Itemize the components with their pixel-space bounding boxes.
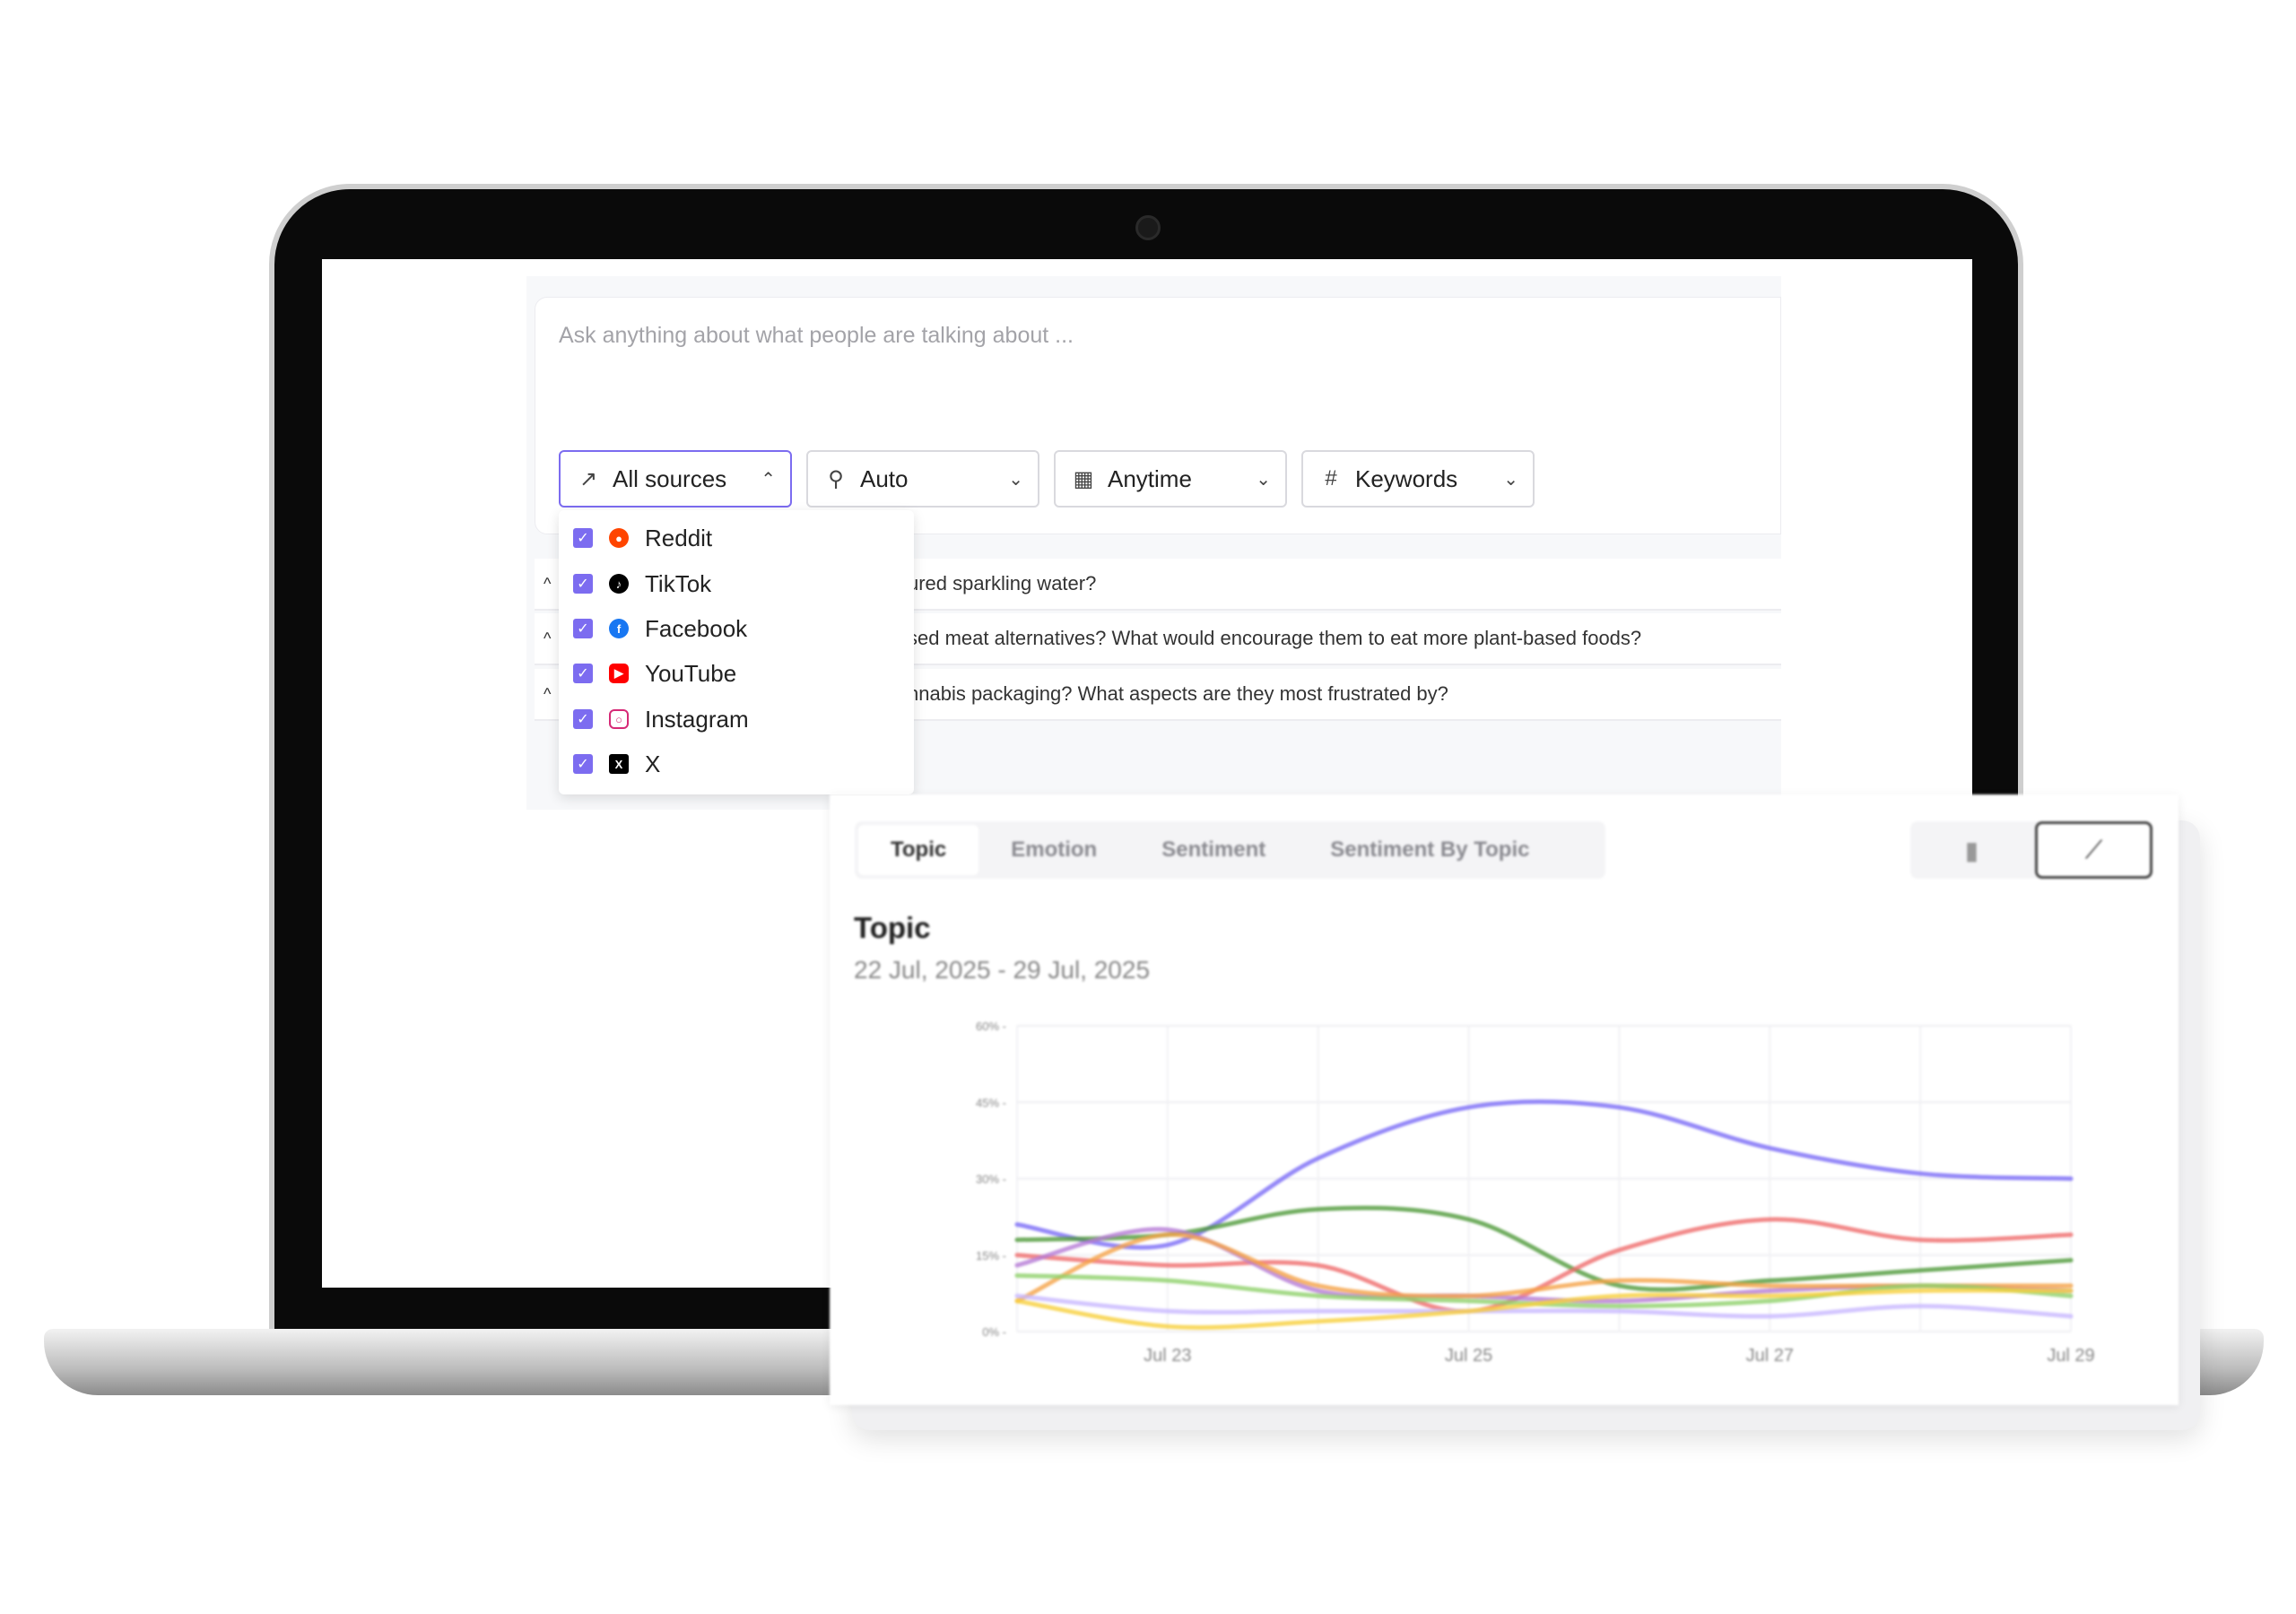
source-label: Instagram [645, 705, 749, 733]
chart-card: Topic Emotion Sentiment Sentiment By Top… [830, 794, 2179, 1405]
series-line-7 [1014, 1288, 2074, 1330]
suggestion-text: ured sparkling water? [908, 572, 1097, 594]
series-line-2 [1014, 1217, 2074, 1314]
x-icon: X [609, 754, 629, 774]
x-tick-label: Jul 29 [2047, 1346, 2094, 1366]
chevron-down-icon: ⌄ [1008, 469, 1023, 490]
y-tick-label: 0% - [982, 1325, 1006, 1339]
x-tick-label: Jul 25 [1445, 1346, 1492, 1366]
filter-time[interactable]: ▦ Anytime ⌄ [1054, 450, 1287, 508]
chevron-icon: ^ [544, 684, 552, 703]
hash-icon: # [1325, 466, 1337, 490]
series-line-6 [1014, 1293, 2074, 1319]
laptop-camera [1135, 215, 1161, 240]
filter-sources[interactable]: ↗ All sources ⌃ [559, 450, 792, 508]
source-option-youtube[interactable]: ✓ ▶ YouTube [573, 654, 736, 693]
series-line-1 [1014, 1205, 2074, 1292]
source-label: X [645, 750, 661, 777]
source-label: Facebook [645, 614, 748, 642]
source-option-x[interactable]: ✓ X X [573, 744, 660, 784]
line-chart-icon[interactable]: ⟋ [2035, 821, 2152, 879]
checkbox-checked[interactable]: ✓ [573, 664, 593, 683]
suggestion-text: nnabis packaging? What aspects are they … [908, 682, 1448, 705]
y-tick-label: 30% - [976, 1173, 1006, 1186]
x-tick-label: Jul 23 [1144, 1346, 1191, 1366]
x-tick-label: Jul 27 [1746, 1346, 1794, 1366]
filter-label: Keywords [1355, 464, 1458, 492]
filter-label: Anytime [1108, 464, 1192, 492]
chart-date-range: 22 Jul, 2025 - 29 Jul, 2025 [854, 956, 1151, 984]
checkbox-checked[interactable]: ✓ [573, 754, 593, 774]
source-option-reddit[interactable]: ✓ ● Reddit [573, 518, 712, 558]
filter-label: All sources [613, 464, 727, 492]
source-label: TikTok [645, 569, 712, 597]
chart-tabs: Topic Emotion Sentiment Sentiment By Top… [855, 821, 1605, 879]
sources-dropdown: ✓ ● Reddit ✓ ♪ TikTok ✓ f Facebook ✓ ▶ YouTube ✓… [559, 510, 914, 794]
calendar-icon: ▦ [1073, 466, 1094, 491]
filter-label: Auto [860, 464, 909, 492]
youtube-icon: ▶ [609, 664, 629, 683]
search-input[interactable]: Ask anything about what people are talki… [559, 323, 1074, 348]
tiktok-icon: ♪ [609, 574, 629, 594]
tab-topic[interactable]: Topic [858, 825, 979, 875]
y-tick-label: 15% - [976, 1249, 1006, 1263]
filter-mode[interactable]: ⚲ Auto ⌄ [806, 450, 1039, 508]
sparkle-chart-icon: ↗ [578, 466, 598, 491]
checkbox-checked[interactable]: ✓ [573, 619, 593, 638]
tab-emotion[interactable]: Emotion [1011, 837, 1098, 862]
tab-sentiment-by-topic[interactable]: Sentiment By Topic [1330, 837, 1530, 862]
bar-chart-icon[interactable]: ▮ [1964, 836, 1979, 864]
chevron-icon: ^ [544, 574, 552, 593]
suggestion-text: sed meat alternatives? What would encour… [908, 627, 1642, 649]
chevron-icon: ^ [544, 629, 552, 647]
topic-line-chart: 0% - 15% - 30% - 45% - 60% - Jul 23 Jul 25 Jul … [976, 1020, 2095, 1366]
source-label: YouTube [645, 659, 737, 687]
series-line-0 [1014, 1099, 2074, 1250]
view-toggle: ▮ ⟋ [1910, 821, 2152, 879]
checkbox-checked[interactable]: ✓ [573, 574, 593, 594]
y-tick-label: 45% - [976, 1096, 1006, 1109]
source-option-tiktok[interactable]: ✓ ♪ TikTok [573, 564, 711, 603]
checkbox-checked[interactable]: ✓ [573, 709, 593, 729]
source-option-instagram[interactable]: ✓ ○ Instagram [573, 699, 749, 739]
source-option-facebook[interactable]: ✓ f Facebook [573, 609, 747, 648]
tab-sentiment[interactable]: Sentiment [1161, 837, 1266, 862]
search-icon: ⚲ [828, 466, 844, 491]
chart-title: Topic [854, 911, 931, 944]
facebook-icon: f [609, 619, 629, 638]
filter-keywords[interactable]: # Keywords ⌄ [1301, 450, 1535, 508]
chevron-up-icon: ⌃ [761, 469, 776, 490]
chevron-down-icon: ⌄ [1503, 469, 1518, 490]
chevron-down-icon: ⌄ [1256, 469, 1271, 490]
checkbox-checked[interactable]: ✓ [573, 528, 593, 548]
instagram-icon: ○ [609, 709, 629, 729]
reddit-icon: ● [609, 528, 629, 548]
source-label: Reddit [645, 524, 713, 551]
y-tick-label: 60% - [976, 1020, 1006, 1033]
